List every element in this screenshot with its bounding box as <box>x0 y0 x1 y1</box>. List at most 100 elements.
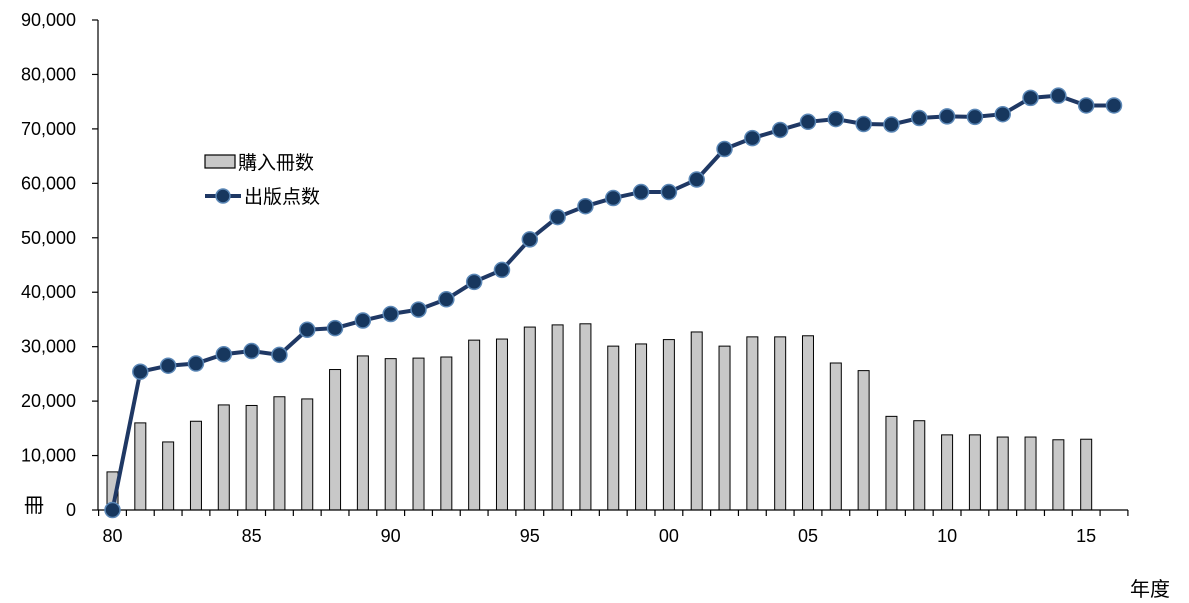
line-point <box>465 273 483 291</box>
x-tick-label: 85 <box>242 526 262 546</box>
bar <box>746 336 759 511</box>
bar <box>273 396 286 511</box>
x-tick-label: 90 <box>381 526 401 546</box>
line-point <box>410 301 427 318</box>
line-point <box>744 129 761 147</box>
line-point <box>521 231 539 248</box>
bar <box>607 345 620 511</box>
line-point <box>966 108 984 126</box>
line-point <box>716 140 733 158</box>
legend-label-purchased: 購入冊数 <box>238 152 314 174</box>
bar <box>913 420 926 511</box>
line-point <box>577 197 594 215</box>
line-point <box>298 321 316 339</box>
bar <box>857 370 870 511</box>
y-tick-label: 0 <box>66 500 76 520</box>
bar <box>885 415 898 511</box>
line-point <box>1022 89 1039 107</box>
bar <box>1024 436 1037 511</box>
bar <box>1052 439 1065 511</box>
bar-series-purchased <box>106 323 1093 511</box>
axes <box>97 20 1128 511</box>
line-point <box>938 108 956 125</box>
y-tick-label: 20,000 <box>21 391 76 411</box>
bar <box>356 355 369 511</box>
x-tick-label: 05 <box>798 526 818 546</box>
bar <box>774 336 787 511</box>
bar <box>245 404 258 511</box>
line-point <box>883 116 900 133</box>
line-point <box>799 113 817 131</box>
y-tick-label: 80,000 <box>21 64 76 84</box>
y-tick-label: 60,000 <box>21 173 76 193</box>
bar <box>329 369 342 511</box>
legend: 購入冊数 出版点数 <box>204 152 320 208</box>
line-point <box>215 346 233 363</box>
line-point <box>605 189 622 207</box>
line-point <box>1077 97 1095 114</box>
bar <box>662 339 675 511</box>
x-tick-label: 15 <box>1076 526 1096 546</box>
line-series-published <box>104 87 1123 519</box>
bar <box>468 339 481 511</box>
line-point <box>1050 87 1067 104</box>
x-tick-label: 95 <box>520 526 540 546</box>
y-tick-label: 30,000 <box>21 337 76 357</box>
bar <box>690 331 703 511</box>
bar <box>162 441 175 511</box>
bar <box>1080 438 1093 511</box>
line-point <box>771 121 789 139</box>
bar <box>134 422 147 511</box>
line-point <box>354 312 372 329</box>
bar <box>801 335 814 511</box>
line-point <box>187 355 205 372</box>
legend-label-published: 出版点数 <box>244 186 320 208</box>
x-tick-labels: 80 85 90 95 00 05 10 15 <box>97 510 1129 546</box>
x-tick-label: 80 <box>102 526 122 546</box>
bar <box>495 338 508 511</box>
y-tick-label: 40,000 <box>21 282 76 302</box>
bar <box>996 436 1009 511</box>
line-point <box>132 363 149 380</box>
bar <box>718 345 731 511</box>
bar <box>829 362 842 511</box>
legend-marker-published <box>215 188 231 204</box>
bar <box>523 326 536 511</box>
line-point <box>243 342 260 360</box>
bar <box>384 358 397 511</box>
y-tick-label: 90,000 <box>21 10 76 30</box>
line-point <box>159 357 177 374</box>
x-axis-label: 年度 <box>1130 577 1170 601</box>
bar <box>968 434 981 511</box>
bar <box>440 356 453 511</box>
line-point <box>855 115 872 133</box>
line-point <box>688 171 705 188</box>
line-point <box>493 261 511 279</box>
x-tick-label: 10 <box>937 526 957 546</box>
line-point <box>271 346 288 364</box>
bar <box>635 343 648 511</box>
line-point <box>104 501 121 519</box>
legend-swatch-purchased <box>204 154 236 169</box>
line-point <box>1105 97 1123 114</box>
line-point <box>632 183 650 201</box>
bar <box>579 323 592 511</box>
line-point <box>827 110 845 128</box>
y-tick-label: 50,000 <box>21 228 76 248</box>
line-point <box>660 183 678 201</box>
line-point <box>911 109 928 127</box>
x-tick-label: 00 <box>659 526 679 546</box>
y-tick-label: 10,000 <box>21 446 76 466</box>
bar <box>217 404 230 511</box>
y-unit-label: 冊 <box>24 493 44 517</box>
bar <box>551 324 564 511</box>
bar <box>301 398 314 511</box>
y-tick-label: 70,000 <box>21 119 76 139</box>
bar <box>941 434 954 511</box>
line-point <box>438 291 455 308</box>
y-tick-labels: 0 10,000 20,000 30,000 40,000 50,000 60,000 70,… <box>21 10 98 520</box>
bar <box>412 357 425 511</box>
line-point <box>326 319 344 337</box>
bar <box>189 420 202 511</box>
line-point <box>549 208 566 226</box>
